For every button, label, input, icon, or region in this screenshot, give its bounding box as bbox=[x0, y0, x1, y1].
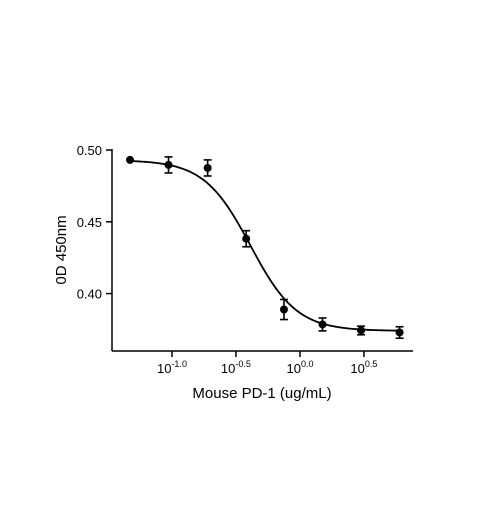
x-tick-label: 10-1.0 bbox=[157, 359, 187, 376]
point bbox=[318, 320, 327, 329]
x-tick-label: 100.5 bbox=[350, 359, 377, 376]
x-tick-power: -1.0 bbox=[171, 359, 187, 369]
point bbox=[395, 328, 404, 337]
point bbox=[125, 155, 134, 164]
x-tick-power: -0.5 bbox=[235, 359, 251, 369]
point bbox=[357, 326, 366, 335]
x-axis-label: Mouse PD-1 (ug/mL) bbox=[192, 385, 331, 402]
x-tick-power: 0.0 bbox=[301, 359, 314, 369]
point bbox=[164, 160, 173, 169]
x-tick-label: 100.0 bbox=[286, 359, 313, 376]
x-tick-power: 0.5 bbox=[365, 359, 378, 369]
x-tick-base: 10 bbox=[221, 361, 235, 376]
fit-curve bbox=[131, 160, 403, 332]
y-tick-label: 0.45 bbox=[77, 215, 102, 230]
y-tick-label: 0.50 bbox=[77, 143, 102, 158]
x-tick-label: 10-0.5 bbox=[221, 359, 251, 376]
y-tick-label: 0.40 bbox=[77, 287, 102, 302]
x-tick-base: 10 bbox=[286, 361, 300, 376]
y-axis-label: 0D 450nm bbox=[53, 215, 70, 284]
x-tick-base: 10 bbox=[157, 361, 171, 376]
point bbox=[242, 234, 251, 243]
point bbox=[279, 305, 288, 314]
point bbox=[203, 163, 212, 172]
x-tick-base: 10 bbox=[350, 361, 364, 376]
